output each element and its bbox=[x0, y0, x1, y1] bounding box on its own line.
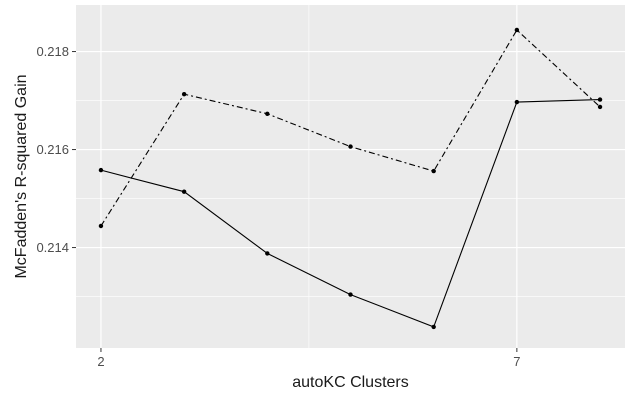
series-2-point bbox=[431, 168, 436, 174]
plot-panel bbox=[76, 5, 625, 348]
x-axis-title: autoKC Clusters bbox=[292, 374, 409, 391]
axis-ticks bbox=[72, 51, 518, 352]
series-1-point bbox=[431, 324, 436, 330]
series-1-point bbox=[348, 292, 353, 297]
series-1-point bbox=[265, 251, 270, 256]
y-tick-label: 0.216 bbox=[36, 142, 69, 157]
tick-labels: 2 7 0.214 0.216 0.218 bbox=[36, 44, 520, 369]
minor-grid bbox=[76, 5, 625, 348]
series-1-point bbox=[181, 189, 187, 194]
major-grid bbox=[76, 5, 625, 348]
x-tick-label: 2 bbox=[97, 354, 104, 369]
x-tick-label: 7 bbox=[513, 354, 520, 369]
series-2-point bbox=[265, 111, 270, 116]
series-2-point bbox=[181, 91, 187, 97]
series-2-point bbox=[348, 144, 353, 149]
y-tick-label: 0.214 bbox=[36, 240, 69, 255]
y-axis-title: McFadden's R-squared Gain bbox=[13, 74, 30, 278]
y-tick-label: 0.218 bbox=[36, 44, 69, 59]
series-layer bbox=[98, 27, 603, 330]
series-1-point bbox=[98, 167, 104, 173]
series-2-point bbox=[597, 104, 603, 110]
series-1-point bbox=[597, 97, 603, 102]
series-2-point bbox=[98, 223, 104, 229]
series-2-point bbox=[514, 27, 520, 33]
series-1-point bbox=[514, 99, 520, 105]
